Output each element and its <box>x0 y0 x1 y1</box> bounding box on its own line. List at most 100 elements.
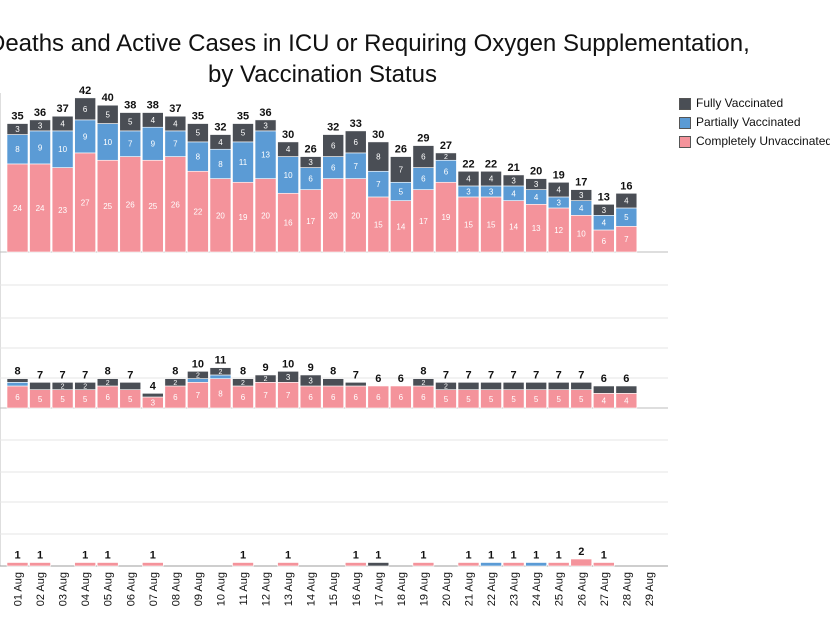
x-tick-label: 22 Aug <box>486 572 498 606</box>
total-label: 8 <box>330 366 336 378</box>
bar-segment-unvacc <box>390 385 412 409</box>
total-label: 36 <box>259 107 271 119</box>
segment-label-partial: 9 <box>83 132 88 141</box>
total-label: 1 <box>533 550 539 562</box>
segment-label-partial: 13 <box>261 151 270 160</box>
segment-label-unvacc: 6 <box>421 393 426 402</box>
bar-segment-fully <box>254 374 277 383</box>
segment-label-unvacc: 26 <box>126 200 135 209</box>
bar-segment-fully <box>254 119 277 132</box>
segment-label-unvacc: 4 <box>624 397 629 406</box>
total-label: 38 <box>147 100 159 112</box>
x-tick-label: 17 Aug <box>373 572 385 606</box>
segment-label-unvacc: 6 <box>331 393 336 402</box>
segment-label-fully: 3 <box>38 121 43 130</box>
total-label: 1 <box>37 550 43 562</box>
x-tick-label: 04 Aug <box>80 572 92 606</box>
x-tick-label: 26 Aug <box>576 572 588 606</box>
bar-segment-fully <box>344 130 367 154</box>
segment-label-unvacc: 6 <box>15 393 20 402</box>
bar-segment-fully <box>96 104 119 124</box>
bar-segment-unvacc <box>547 562 570 567</box>
bar-segment-fully <box>142 112 164 128</box>
bar-segment-unvacc <box>570 558 593 567</box>
segment-label-unvacc: 5 <box>60 395 65 404</box>
x-tick-label: 09 Aug <box>193 572 205 606</box>
segment-label-fully: 6 <box>421 153 426 162</box>
bar-segment-fully <box>547 181 570 198</box>
total-label: 1 <box>375 550 381 562</box>
total-label: 7 <box>578 369 584 381</box>
segment-label-unvacc: 17 <box>306 217 315 226</box>
total-label: 32 <box>214 122 226 134</box>
total-label: 37 <box>56 103 68 115</box>
segment-label-partial: 4 <box>579 204 584 213</box>
segment-label-partial: 10 <box>284 171 293 180</box>
total-label: 1 <box>150 550 156 562</box>
segment-label-unvacc: 14 <box>509 222 518 231</box>
bar-segment-unvacc <box>96 562 119 567</box>
bar-segment-fully <box>187 370 209 379</box>
segment-label-fully: 4 <box>466 175 471 184</box>
total-label: 7 <box>511 369 517 381</box>
x-tick-label: 28 Aug <box>621 572 633 606</box>
total-label: 1 <box>511 550 517 562</box>
segment-label-partial: 5 <box>624 213 629 222</box>
segment-label-partial: 4 <box>511 189 516 198</box>
segment-label-unvacc: 6 <box>602 237 607 246</box>
segment-label-fully: 3 <box>511 176 516 185</box>
total-label: 7 <box>353 369 359 381</box>
total-label: 38 <box>124 100 136 112</box>
segment-label-fully: 5 <box>105 110 110 119</box>
bar-segment-unvacc <box>74 562 96 567</box>
bar-segment-fully <box>74 382 96 390</box>
segment-label-unvacc: 8 <box>218 389 223 398</box>
bar-segment-fully <box>299 374 322 387</box>
x-tick-label: 07 Aug <box>148 572 160 606</box>
segment-label-fully: 4 <box>60 120 65 129</box>
segment-label-fully: 2 <box>61 383 65 390</box>
bar-segment-unvacc <box>344 562 367 567</box>
bar-segment-fully <box>412 378 435 387</box>
segment-label-unvacc: 15 <box>487 220 496 229</box>
segment-label-unvacc: 15 <box>464 220 473 229</box>
bar-segment-fully <box>164 115 187 132</box>
x-tick-label: 19 Aug <box>418 572 430 606</box>
bar-segment-fully <box>592 203 615 216</box>
segment-label-partial: 6 <box>308 175 313 184</box>
segment-label-partial: 7 <box>376 180 381 189</box>
bar-segment-fully <box>570 189 593 201</box>
bar-segment-fully <box>187 123 209 143</box>
segment-label-partial: 11 <box>239 158 248 167</box>
bar-segment-fully <box>232 123 254 143</box>
bar-segment-fully <box>209 367 232 376</box>
bar-segment-fully <box>6 123 29 135</box>
segment-label-unvacc: 7 <box>196 391 201 400</box>
x-tick-label: 05 Aug <box>103 572 115 606</box>
bar-segment-fully <box>502 174 525 187</box>
bar-segment-fully <box>435 382 457 390</box>
total-label: 16 <box>620 180 632 192</box>
x-tick-label: 03 Aug <box>58 572 70 606</box>
segment-label-unvacc: 16 <box>284 219 293 228</box>
x-tick-label: 13 Aug <box>283 572 295 606</box>
bar-segment-unvacc <box>502 562 525 567</box>
segment-label-unvacc: 5 <box>534 395 539 404</box>
total-label: 9 <box>262 362 268 374</box>
bar-segment-fully <box>457 382 480 390</box>
x-tick-label: 23 Aug <box>509 572 521 606</box>
segment-label-unvacc: 5 <box>38 395 43 404</box>
segment-label-unvacc: 5 <box>579 395 584 404</box>
total-label: 22 <box>485 158 497 170</box>
total-label: 26 <box>395 144 407 156</box>
legend-label-partial: Partially Vaccinated <box>696 115 801 129</box>
x-tick-label: 06 Aug <box>125 572 137 606</box>
segment-label-fully: 6 <box>354 138 359 147</box>
segment-label-fully: 5 <box>128 118 133 127</box>
bar-segment-fully <box>525 382 547 390</box>
segment-label-unvacc: 6 <box>354 393 359 402</box>
bar-segment-unvacc <box>142 562 164 567</box>
x-tick-label: 02 Aug <box>35 572 47 606</box>
total-label: 1 <box>285 550 291 562</box>
